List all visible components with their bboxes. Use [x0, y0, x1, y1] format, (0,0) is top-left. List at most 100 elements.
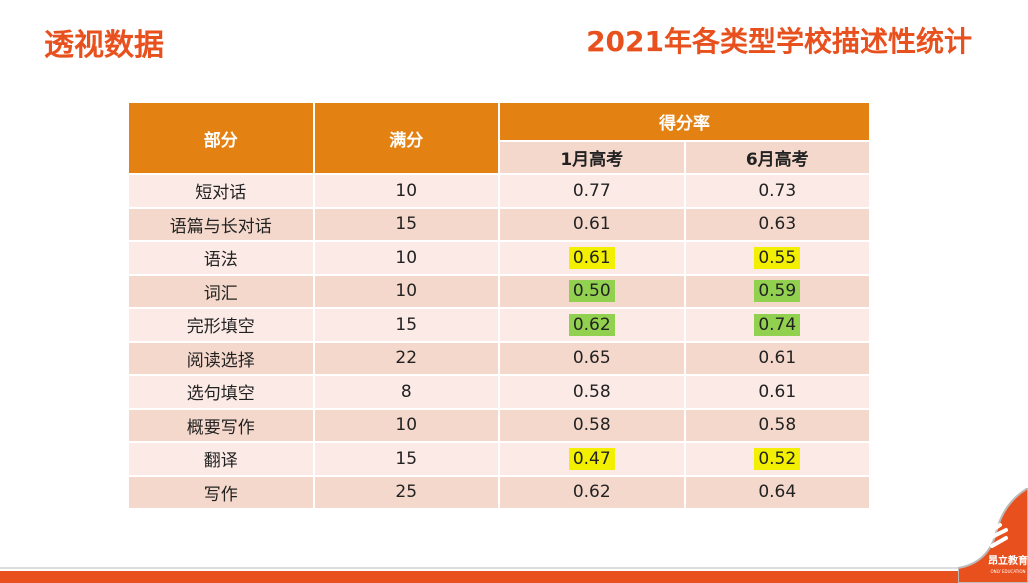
cell-jun: 0.73 [683, 173, 871, 209]
cell-jan-text: 0.58 [572, 381, 611, 402]
cell-part-text: 语法 [203, 250, 238, 271]
cell-full-text: 8 [400, 381, 412, 402]
cell-jan-text: 0.50 [568, 280, 615, 303]
cell-part-text: 写作 [203, 484, 238, 505]
cell-part: 词汇 [127, 273, 315, 309]
cell-full-text: 15 [395, 314, 418, 335]
footer-bar [0, 571, 1028, 583]
table-row: 概要写作 10 0.58 0.58 [127, 407, 871, 443]
cell-jun: 0.58 [683, 407, 871, 443]
cell-full: 10 [312, 407, 500, 443]
score-rate-table: 部分 满分 得分率 1月高考 6月高考 短对话 10 0.77 0.73 语篇与长对话 1… [127, 101, 871, 510]
cell-part: 概要写作 [127, 407, 315, 443]
cell-jun-text: 0.52 [754, 447, 801, 470]
cell-jan-text: 0.61 [568, 246, 615, 269]
cell-jan: 0.61 [498, 240, 686, 276]
cell-part-text: 语篇与长对话 [169, 216, 272, 237]
cell-jun-text: 0.59 [754, 280, 801, 303]
cell-part: 写作 [127, 474, 315, 510]
cell-jun-text: 0.63 [758, 214, 797, 235]
cell-part: 阅读选择 [127, 340, 315, 376]
page-title: 透视数据 [44, 28, 164, 63]
cell-jun: 0.74 [683, 307, 871, 343]
cell-part-text: 概要写作 [186, 417, 255, 438]
cell-part: 语篇与长对话 [127, 206, 315, 242]
logo-icon: 昂立教育 ONLY EDUCATION [958, 488, 1028, 583]
cell-full: 15 [312, 441, 500, 477]
cell-jun-text: 0.55 [754, 246, 801, 269]
cell-jan: 0.62 [498, 474, 686, 510]
cell-full-text: 22 [395, 348, 418, 369]
table-row: 阅读选择 22 0.65 0.61 [127, 340, 871, 376]
cell-part-text: 完形填空 [186, 317, 255, 338]
svg-text:ONLY EDUCATION: ONLY EDUCATION [990, 569, 1025, 574]
cell-part-text: 短对话 [195, 183, 247, 204]
table-row: 语篇与长对话 15 0.61 0.63 [127, 206, 871, 242]
cell-full-text: 15 [395, 448, 418, 469]
cell-jan-text: 0.65 [572, 348, 611, 369]
cell-jun-text: 0.61 [758, 381, 797, 402]
cell-full: 15 [312, 206, 500, 242]
cell-jun: 0.52 [683, 441, 871, 477]
cell-full: 10 [312, 273, 500, 309]
cell-jan-text: 0.58 [572, 415, 611, 436]
cell-part: 完形填空 [127, 307, 315, 343]
cell-part-text: 翻译 [203, 451, 238, 472]
cell-jan-text: 0.61 [572, 214, 611, 235]
cell-full-text: 10 [395, 247, 418, 268]
header-jan: 1月高考 [498, 140, 686, 175]
cell-full-text: 15 [395, 214, 418, 235]
table-row: 短对话 10 0.77 0.73 [127, 173, 871, 209]
cell-jun: 0.64 [683, 474, 871, 510]
cell-part-text: 阅读选择 [186, 350, 255, 371]
table-row: 翻译 15 0.47 0.52 [127, 441, 871, 477]
header-jun: 6月高考 [683, 140, 871, 175]
table-row: 选句填空 8 0.58 0.61 [127, 374, 871, 410]
cell-full: 15 [312, 307, 500, 343]
cell-full: 10 [312, 240, 500, 276]
page-subtitle: 2021年各类型学校描述性统计 [586, 25, 972, 58]
table-row: 语法 10 0.61 0.55 [127, 240, 871, 276]
cell-jan: 0.50 [498, 273, 686, 309]
header-part: 部分 [127, 101, 315, 175]
cell-jan: 0.58 [498, 374, 686, 410]
cell-jan-text: 0.47 [568, 447, 615, 470]
cell-jun: 0.61 [683, 374, 871, 410]
cell-full: 25 [312, 474, 500, 510]
cell-full-text: 10 [395, 281, 418, 302]
svg-text:昂立教育: 昂立教育 [988, 554, 1028, 567]
cell-jan: 0.61 [498, 206, 686, 242]
header-full: 满分 [312, 101, 500, 175]
cell-full: 8 [312, 374, 500, 410]
cell-jan-text: 0.62 [572, 482, 611, 503]
cell-full: 10 [312, 173, 500, 209]
cell-jun-text: 0.61 [758, 348, 797, 369]
cell-part: 短对话 [127, 173, 315, 209]
cell-jun-text: 0.73 [758, 180, 797, 201]
cell-part-text: 选句填空 [186, 384, 255, 405]
cell-jan: 0.47 [498, 441, 686, 477]
cell-jan: 0.62 [498, 307, 686, 343]
cell-jan: 0.77 [498, 173, 686, 209]
table-row: 写作 25 0.62 0.64 [127, 474, 871, 510]
cell-jan-text: 0.62 [568, 313, 615, 336]
cell-full-text: 25 [395, 482, 418, 503]
cell-jun-text: 0.74 [754, 313, 801, 336]
cell-part-text: 词汇 [203, 283, 238, 304]
footer-divider [0, 567, 1028, 569]
table-row: 完形填空 15 0.62 0.74 [127, 307, 871, 343]
cell-jun: 0.61 [683, 340, 871, 376]
cell-jun: 0.55 [683, 240, 871, 276]
table-row: 词汇 10 0.50 0.59 [127, 273, 871, 309]
cell-full-text: 10 [395, 415, 418, 436]
cell-jun-text: 0.64 [758, 482, 797, 503]
cell-part: 语法 [127, 240, 315, 276]
cell-full-text: 10 [395, 180, 418, 201]
cell-part: 翻译 [127, 441, 315, 477]
cell-jan: 0.65 [498, 340, 686, 376]
cell-jan: 0.58 [498, 407, 686, 443]
cell-jun-text: 0.58 [758, 415, 797, 436]
cell-jan-text: 0.77 [572, 180, 611, 201]
header-rate: 得分率 [498, 101, 871, 142]
cell-full: 22 [312, 340, 500, 376]
